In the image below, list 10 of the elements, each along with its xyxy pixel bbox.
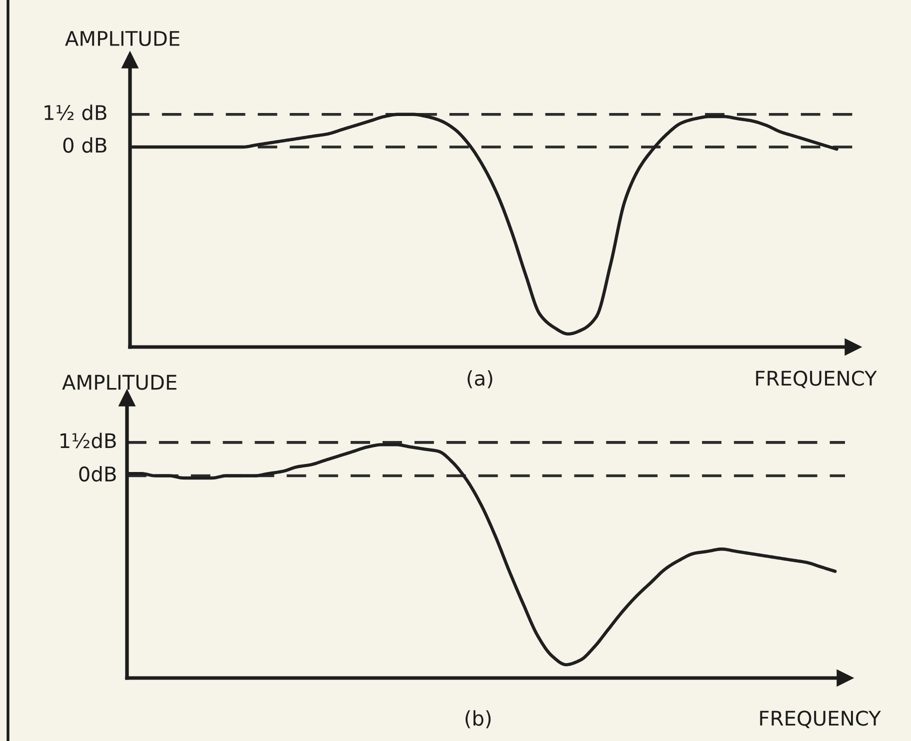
y-axis-title: AMPLITUDE: [65, 31, 180, 46]
ref-line-label: 0dB: [79, 466, 116, 482]
text: (b): [466, 710, 491, 728]
ref-line-label: 1½dB: [60, 432, 116, 448]
x-axis-title: FREQUENCY: [756, 370, 877, 388]
y-axis-title: AMPLITUDE: [62, 374, 176, 390]
text: (a): [468, 370, 492, 388]
ref-line-label: 0 dB: [63, 137, 106, 153]
x-axis-title: FREQUENCY: [760, 710, 881, 728]
ref-line-label: 1½ dB: [44, 104, 106, 120]
